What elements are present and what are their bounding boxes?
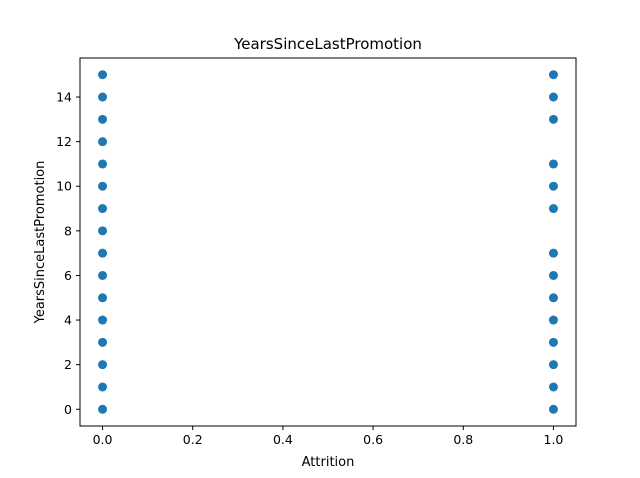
data-point [98,159,108,169]
data-point [548,204,558,214]
y-tick-label: 12 [56,134,72,149]
data-point [548,270,558,280]
data-point [548,293,558,303]
data-point [98,337,108,347]
data-point [98,248,108,258]
y-tick-label: 4 [64,313,72,328]
y-tick-label: 6 [64,268,72,283]
data-point [548,360,558,370]
data-point [548,159,558,169]
x-tick-label: 1.0 [544,432,564,447]
data-point [98,114,108,124]
data-point [98,315,108,325]
data-point [98,360,108,370]
y-tick-label: 10 [56,179,72,194]
data-point [98,137,108,147]
data-point [98,270,108,280]
data-point [98,382,108,392]
data-point [98,293,108,303]
y-tick-label: 8 [64,223,72,238]
x-tick-label: 0.4 [273,432,293,447]
plot-area-frame [79,57,577,427]
y-tick-label: 14 [56,90,72,105]
points-layer [98,70,558,414]
data-point [548,70,558,80]
data-point [548,404,558,414]
x-tick-label: 0.8 [453,432,473,447]
data-point [98,92,108,102]
data-point [548,114,558,124]
x-tick-label: 0.0 [93,432,113,447]
x-axis-label: Attrition [302,455,355,470]
data-point [98,404,108,414]
data-point [98,181,108,191]
data-point [98,70,108,80]
data-point [548,315,558,325]
data-point [548,248,558,258]
data-point [98,204,108,214]
data-point [548,337,558,347]
ticks-layer: 0.0 0.2 0.4 0.6 0.8 1.0 0 2 4 6 8 10 12 14 [56,90,563,447]
y-tick-label: 2 [64,357,72,372]
chart-title: YearsSinceLastPromotion [233,35,422,53]
y-tick-label: 0 [64,402,72,417]
x-tick-label: 0.2 [183,432,203,447]
y-axis-label: YearsSinceLastPromotion [33,161,48,325]
data-point [98,226,108,236]
x-tick-label: 0.6 [363,432,383,447]
data-point [548,92,558,102]
data-point [548,382,558,392]
data-point [548,181,558,191]
